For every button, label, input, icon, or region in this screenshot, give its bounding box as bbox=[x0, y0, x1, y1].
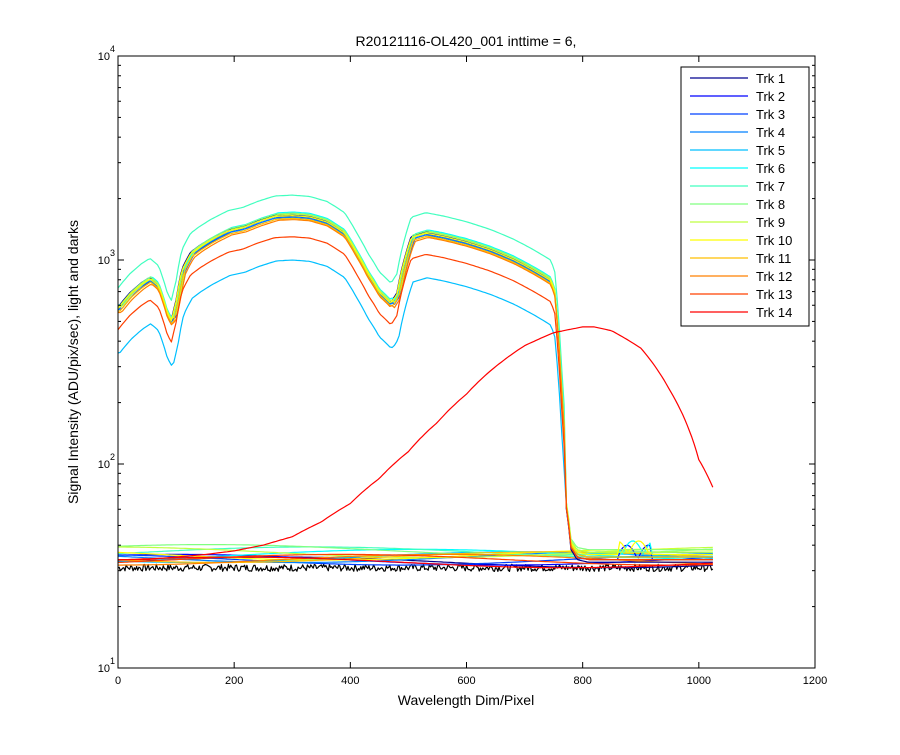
legend-box bbox=[680, 66, 810, 327]
x-axis-label: Wavelength Dim/Pixel bbox=[398, 692, 534, 708]
legend-label: Trk 12 bbox=[756, 269, 792, 284]
y-tick-label: 10 bbox=[98, 459, 110, 471]
y-tick-exponent: 1 bbox=[110, 656, 115, 666]
x-tick-label: 1000 bbox=[687, 675, 711, 687]
y-tick-exponent: 2 bbox=[110, 452, 115, 462]
legend-label: Trk 4 bbox=[756, 125, 785, 140]
series-line-trk-8 bbox=[117, 212, 713, 551]
series-layer bbox=[117, 194, 714, 572]
series-line-trk-13 bbox=[117, 236, 713, 561]
series-dark-trace bbox=[117, 544, 713, 556]
legend-label: Trk 13 bbox=[756, 287, 792, 302]
series-line-trk-10 bbox=[117, 215, 713, 556]
legend-label: Trk 2 bbox=[756, 89, 785, 104]
legend-label: Trk 5 bbox=[756, 143, 785, 158]
x-tick-label: 0 bbox=[115, 675, 121, 687]
y-tick-label: 10 bbox=[98, 255, 110, 267]
y-tick-label: 10 bbox=[98, 663, 110, 675]
legend-label: Trk 14 bbox=[756, 305, 792, 320]
legend-items: Trk 1 Trk 2 Trk 3 Trk 4 Trk 5 Trk 6 Trk 7 Trk 8… bbox=[690, 71, 792, 320]
y-tick-exponent: 3 bbox=[110, 248, 115, 258]
legend-label: Trk 9 bbox=[756, 215, 785, 230]
legend: Trk 1 Trk 2 Trk 3 Trk 4 Trk 5 Trk 6 Trk 7 Trk 8… bbox=[680, 66, 810, 327]
y-tick-label: 10 bbox=[98, 51, 110, 63]
legend-label: Trk 7 bbox=[756, 179, 785, 194]
y-axis-label: Signal Intensity (ADU/pix/sec), light an… bbox=[65, 220, 81, 504]
series-line-trk-14 bbox=[118, 326, 714, 561]
series-line-trk-11 bbox=[117, 217, 713, 558]
legend-label: Trk 11 bbox=[756, 251, 791, 266]
legend-label: Trk 6 bbox=[756, 161, 785, 176]
legend-label: Trk 1 bbox=[756, 71, 785, 86]
series-dark-trace bbox=[117, 556, 713, 569]
x-tick-label: 400 bbox=[341, 675, 359, 687]
y-tick-exponent: 4 bbox=[110, 44, 115, 54]
x-tick-label: 200 bbox=[225, 675, 243, 687]
x-tick-label: 600 bbox=[457, 675, 475, 687]
legend-label: Trk 10 bbox=[756, 233, 792, 248]
x-tick-label: 1200 bbox=[803, 675, 827, 687]
legend-label: Trk 8 bbox=[756, 197, 785, 212]
x-tick-label: 800 bbox=[573, 675, 591, 687]
legend-label: Trk 3 bbox=[756, 107, 785, 122]
chart-title: R20121116-OL420_001 inttime = 6, bbox=[356, 33, 577, 49]
